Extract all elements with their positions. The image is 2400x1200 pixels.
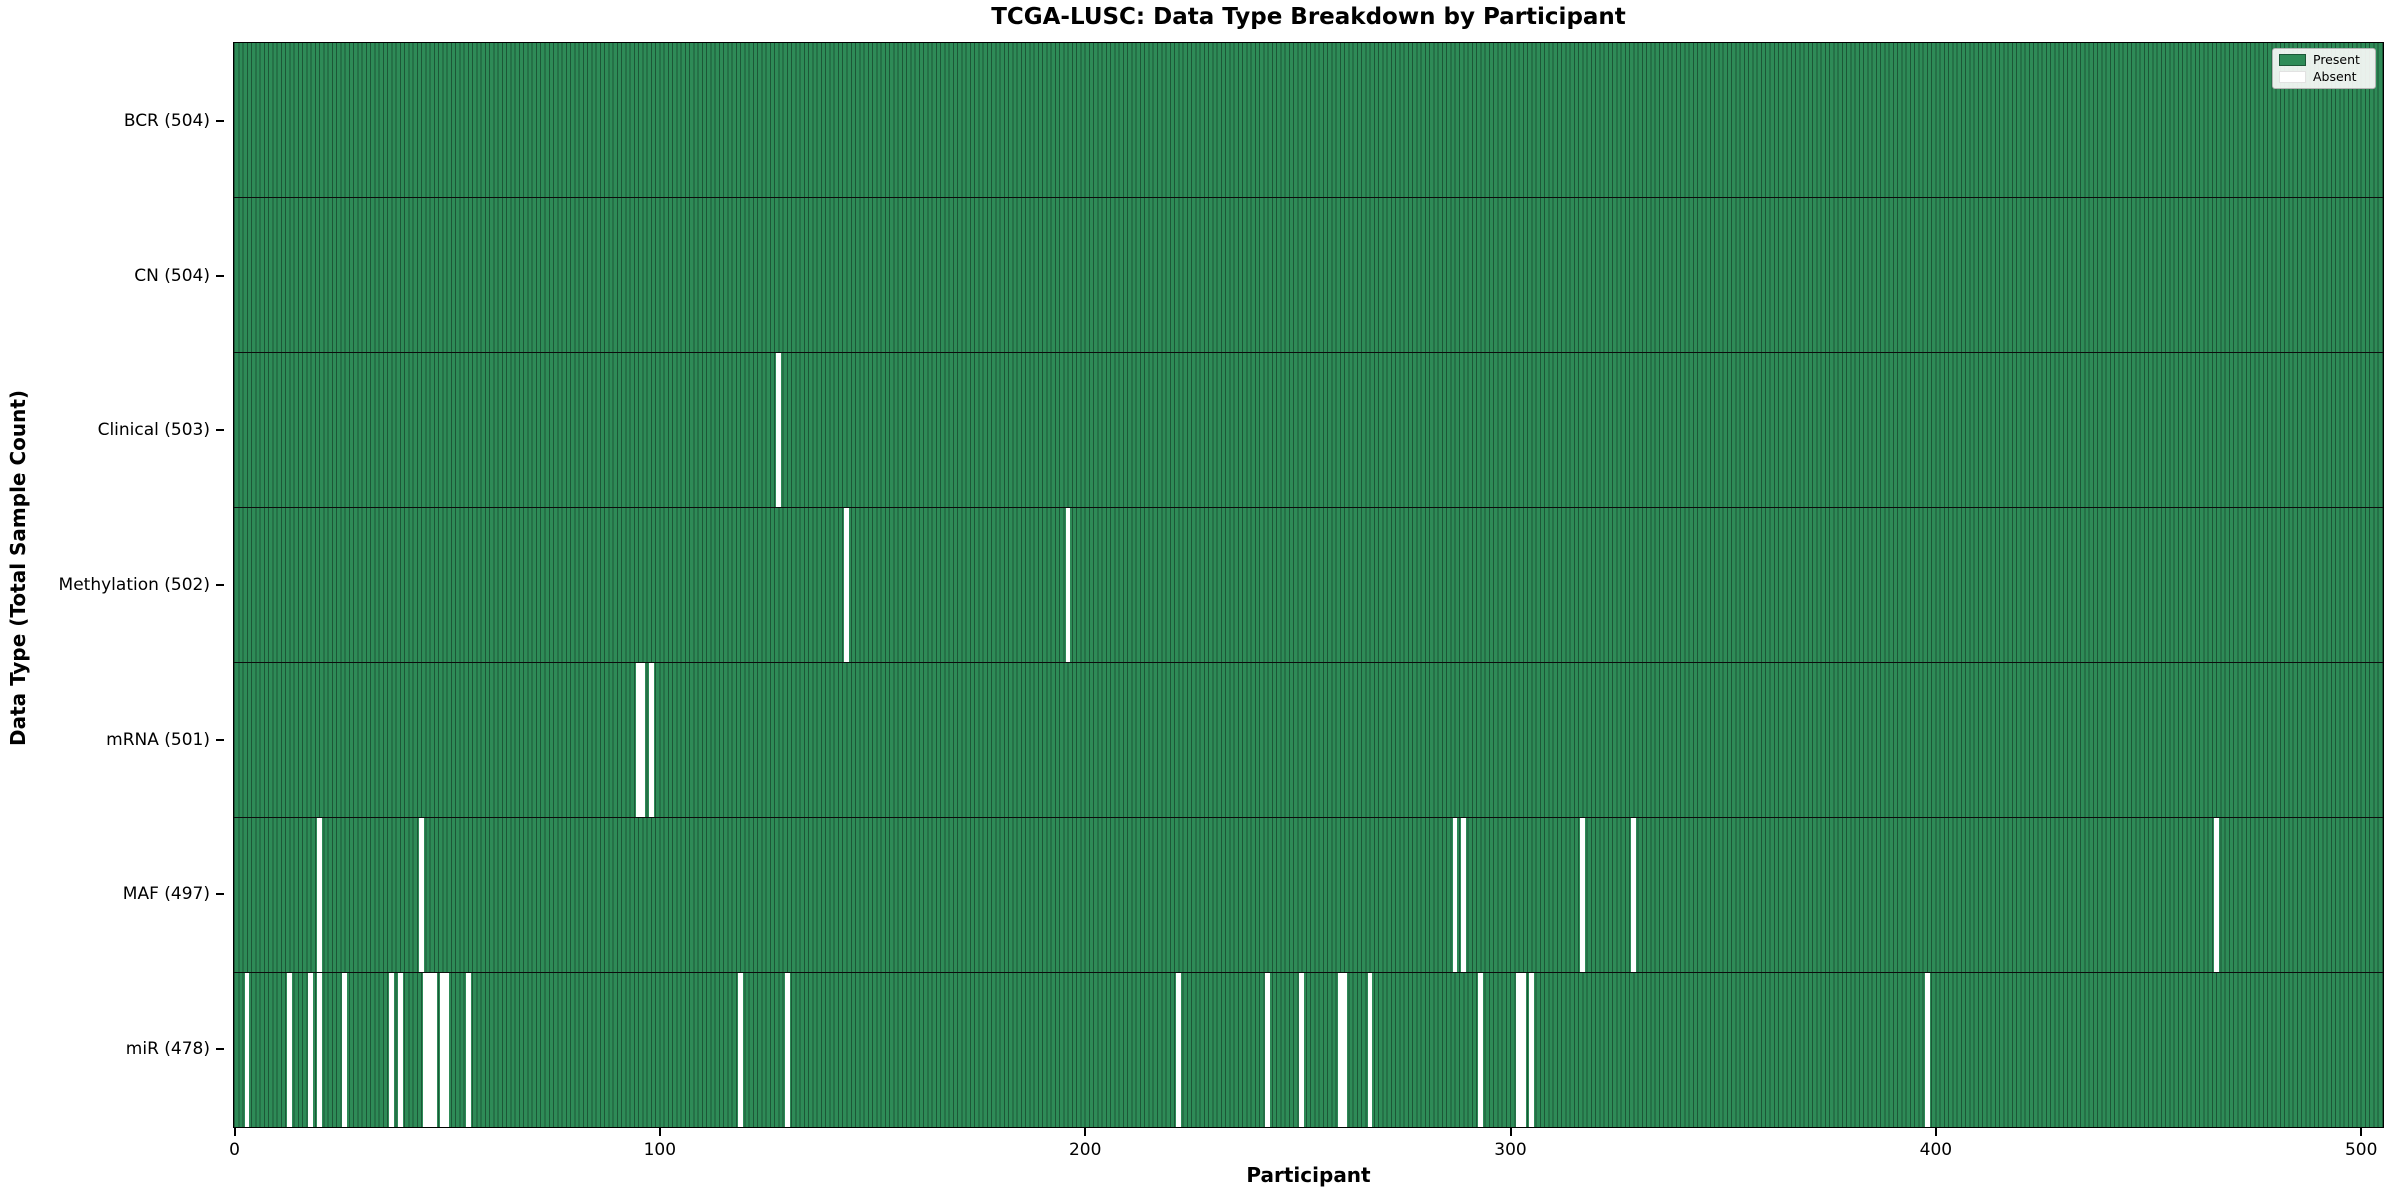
y-tick-mark — [216, 1048, 224, 1051]
y-tick-mark — [216, 738, 224, 741]
absent-gap — [648, 663, 654, 817]
absent-gap — [419, 818, 424, 972]
absent-gap — [1529, 973, 1535, 1127]
y-tick-label-mir: miR (478) — [125, 1039, 210, 1060]
absent-gap — [389, 973, 395, 1127]
absent-gap — [1924, 973, 1930, 1127]
absent-gap — [776, 353, 782, 507]
y-tick-mark — [216, 274, 224, 277]
x-tick-label-300: 300 — [1494, 1140, 1527, 1160]
y-tick-mark — [216, 429, 224, 432]
row-mir — [234, 973, 2383, 1127]
absent-gap — [397, 973, 403, 1127]
absent-gap — [738, 973, 743, 1127]
row-methylation — [234, 508, 2383, 663]
plot-area — [233, 42, 2384, 1128]
x-tick-mark — [658, 1128, 661, 1136]
absent-gap — [1265, 973, 1271, 1127]
absent-gap — [1520, 973, 1526, 1127]
legend-item-present: Present — [2279, 53, 2369, 67]
chart-title: TCGA-LUSC: Data Type Breakdown by Partic… — [991, 4, 1626, 30]
y-axis-tick-labels: BCR (504) CN (504) Clinical (503) Methylati… — [0, 42, 224, 1128]
x-tick-mark — [2360, 1128, 2363, 1136]
y-tick-label-cn: CN (504) — [134, 265, 210, 286]
absent-gap — [287, 973, 292, 1127]
absent-gap — [465, 973, 471, 1127]
absent-gap — [423, 973, 429, 1127]
absent-gap — [244, 973, 250, 1127]
row-maf — [234, 818, 2383, 973]
absent-gap — [427, 973, 433, 1127]
y-tick-mark — [216, 893, 224, 896]
absent-gap — [1337, 973, 1343, 1127]
absent-gap — [1478, 973, 1483, 1127]
absent-gap — [2213, 818, 2219, 972]
x-tick-label-0: 0 — [229, 1140, 240, 1160]
x-tick-label-500: 500 — [2344, 1140, 2378, 1160]
row-cn — [234, 198, 2383, 353]
absent-gap — [1342, 973, 1347, 1127]
y-tick-label-clinical: Clinical (503) — [97, 420, 210, 441]
absent-gap — [1065, 508, 1071, 662]
legend-absent-label: Absent — [2313, 69, 2357, 84]
absent-gap — [1176, 973, 1181, 1127]
absent-gap — [440, 973, 446, 1127]
absent-gap — [1461, 818, 1466, 972]
x-tick-label-100: 100 — [643, 1140, 677, 1160]
absent-gap — [1516, 973, 1522, 1127]
row-clinical — [234, 353, 2383, 508]
x-tick-label-200: 200 — [1068, 1140, 1102, 1160]
absent-gap — [1299, 973, 1305, 1127]
absent-gap — [1631, 818, 1637, 972]
absent-gap — [784, 973, 790, 1127]
absent-gap — [635, 663, 641, 817]
x-tick-mark — [233, 1128, 236, 1136]
y-tick-label-maf: MAF (497) — [122, 884, 210, 905]
absent-swatch-icon — [2279, 71, 2306, 83]
absent-gap — [308, 973, 314, 1127]
legend-item-absent: Absent — [2279, 70, 2369, 84]
absent-gap — [431, 973, 437, 1127]
x-tick-mark — [1084, 1128, 1087, 1136]
present-swatch-icon — [2279, 54, 2306, 66]
absent-gap — [1452, 818, 1458, 972]
y-tick-label-bcr: BCR (504) — [123, 110, 210, 131]
row-bcr — [234, 43, 2383, 198]
absent-gap — [844, 508, 850, 662]
x-tick-mark — [1509, 1128, 1512, 1136]
absent-gap — [1367, 973, 1373, 1127]
absent-gap — [316, 818, 322, 972]
absent-gap — [640, 663, 646, 817]
x-axis-title: Participant — [1246, 1163, 1371, 1187]
legend: Present Absent — [2272, 48, 2376, 89]
y-tick-label-mrna: mRNA (501) — [106, 729, 210, 750]
y-tick-mark — [216, 584, 224, 586]
row-mrna — [234, 663, 2383, 818]
absent-gap — [316, 973, 322, 1127]
legend-present-label: Present — [2313, 52, 2360, 67]
absent-gap — [342, 973, 348, 1127]
x-tick-label-400: 400 — [1919, 1140, 1953, 1160]
x-tick-mark — [1934, 1128, 1937, 1136]
y-tick-label-methylation: Methylation (502) — [58, 575, 210, 595]
absent-gap — [1580, 818, 1586, 972]
y-tick-mark — [216, 119, 224, 122]
absent-gap — [444, 973, 450, 1127]
